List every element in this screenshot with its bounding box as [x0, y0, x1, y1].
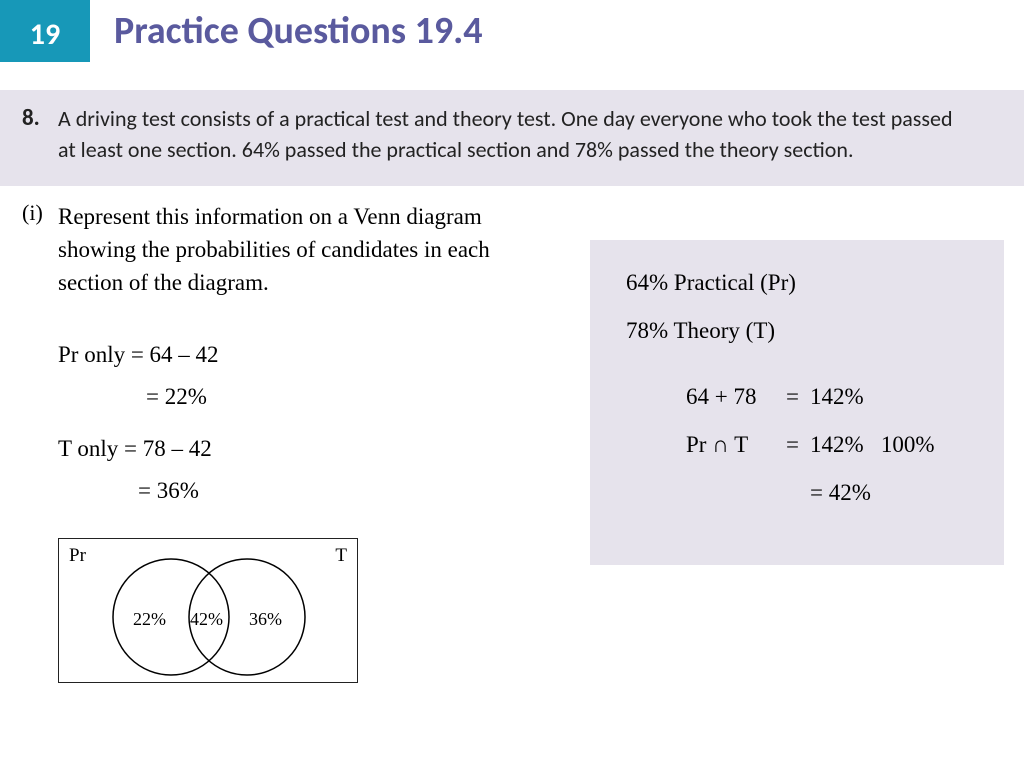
venn-right-value: 36%: [249, 609, 282, 630]
venn-mid-value: 42%: [190, 609, 223, 630]
chapter-badge: 19: [0, 0, 90, 62]
side-eq2-rhs: 142% 100%: [810, 432, 935, 458]
equals-sign: =: [786, 384, 810, 410]
sub-question-label: (i): [22, 200, 58, 300]
page-title: Practice Questions 19.4: [114, 8, 483, 54]
side-eq3-rhs: = 42%: [810, 480, 871, 506]
equals-sign: =: [786, 432, 810, 458]
side-eq-2: Pr ∩ T = 142% 100%: [686, 432, 984, 458]
header: 19 Practice Questions 19.4: [0, 0, 1024, 62]
venn-left-value: 22%: [133, 609, 166, 630]
side-eq2-lhs: Pr ∩ T: [686, 432, 786, 458]
side-line-2: 78% Theory (T): [626, 318, 984, 344]
side-eq-1: 64 + 78 = 142%: [686, 384, 984, 410]
question-text: A driving test consists of a practical t…: [58, 104, 964, 166]
side-line-1: 64% Practical (Pr): [626, 270, 984, 296]
question-number: 8.: [22, 104, 58, 166]
question-block: 8. A driving test consists of a practica…: [0, 90, 1024, 186]
side-eq1-lhs: 64 + 78: [686, 384, 786, 410]
sub-question-text: Represent this information on a Venn dia…: [58, 200, 538, 300]
side-working-box: 64% Practical (Pr) 78% Theory (T) 64 + 7…: [590, 240, 1004, 565]
side-eq1-rhs: 142%: [810, 384, 864, 410]
venn-diagram: Pr T 22% 42% 36%: [58, 538, 358, 683]
side-eq-3: = 42%: [810, 480, 984, 506]
